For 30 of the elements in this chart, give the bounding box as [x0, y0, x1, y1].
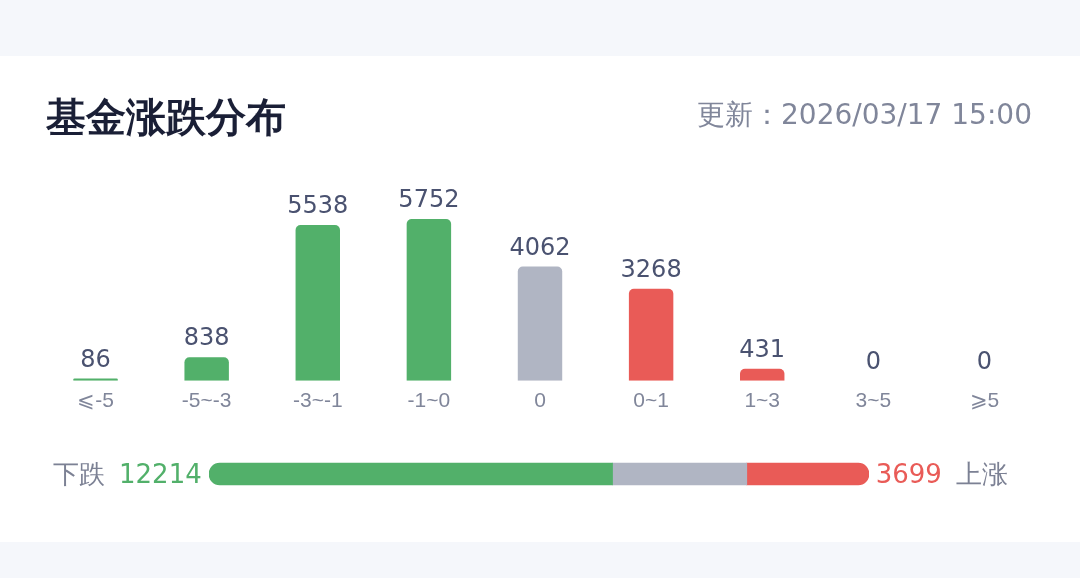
data-label: 838: [183, 323, 230, 352]
data-label: 431: [739, 334, 786, 363]
data-label: 5752: [398, 185, 460, 214]
data-label: 4062: [509, 232, 571, 261]
data-label: 3699: [875, 459, 942, 489]
data-label: 0: [976, 347, 993, 376]
data-label: 86: [80, 344, 111, 373]
chart-title: 基金涨跌分布: [46, 93, 286, 142]
data-label: 5538: [287, 191, 349, 220]
bar: [184, 357, 229, 381]
text: 上涨: [955, 457, 1008, 491]
x-tick-label: ⩾5: [969, 388, 1000, 412]
bar: [517, 266, 563, 381]
x-tick-label: 0~1: [633, 388, 669, 412]
data-label: 0: [865, 347, 881, 376]
x-tick-label: -5~-3: [181, 388, 232, 412]
x-tick-label: 1~3: [744, 388, 781, 412]
x-tick-label: 3~5: [855, 388, 892, 412]
data-label: 3268: [620, 255, 682, 284]
x-tick-label: 0: [534, 388, 546, 412]
text: 下跌: [53, 457, 105, 491]
bar: [740, 368, 785, 381]
bar: [295, 225, 340, 381]
x-tick-label: -1~0: [407, 388, 451, 412]
x-tick-label: ⩽-5: [77, 388, 114, 412]
bar: [628, 288, 674, 381]
data-label: 12214: [119, 459, 202, 489]
chart-subtitle: 更新：2026/03/17 15:00: [697, 97, 1032, 133]
x-tick-label: -3~-1: [292, 388, 343, 412]
bar: [406, 218, 452, 381]
